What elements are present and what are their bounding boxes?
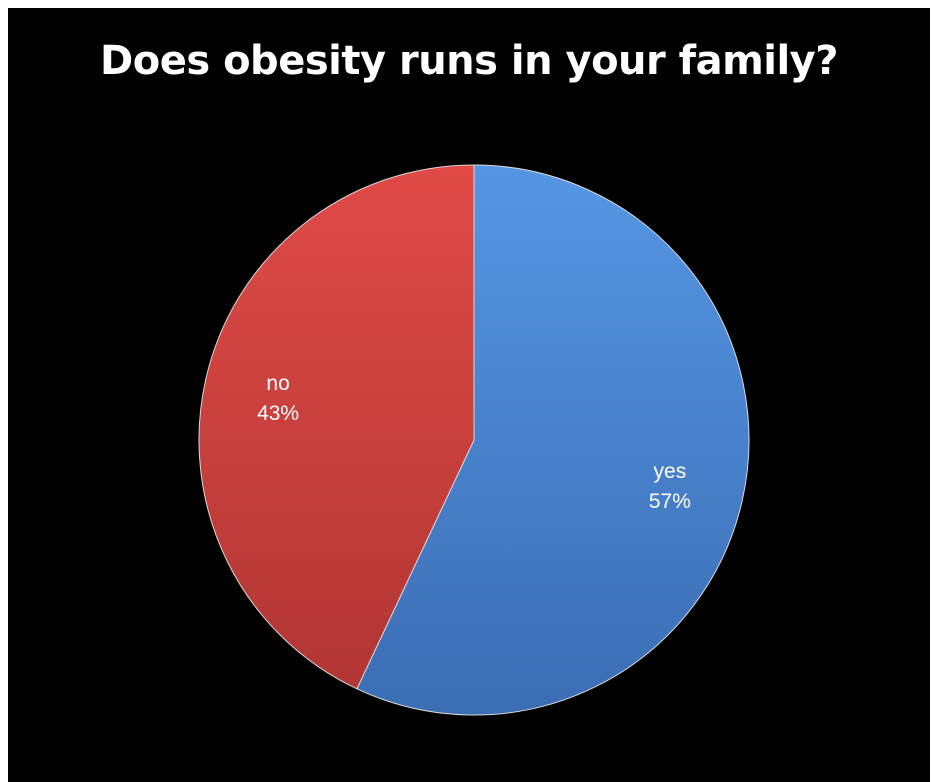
slice-percent-yes: 57% bbox=[649, 490, 691, 513]
pie-slice-yes bbox=[356, 164, 750, 716]
slice-percent-no: 43% bbox=[257, 402, 299, 425]
pie-slice-no bbox=[198, 164, 475, 690]
chart-frame: Does obesity runs in your family? yes 57%… bbox=[8, 8, 930, 782]
pie-chart: yes 57% no 43% bbox=[198, 164, 750, 716]
slice-label-yes: yes bbox=[654, 460, 687, 483]
slice-label-no: no bbox=[266, 372, 289, 395]
chart-title: Does obesity runs in your family? bbox=[100, 38, 838, 84]
